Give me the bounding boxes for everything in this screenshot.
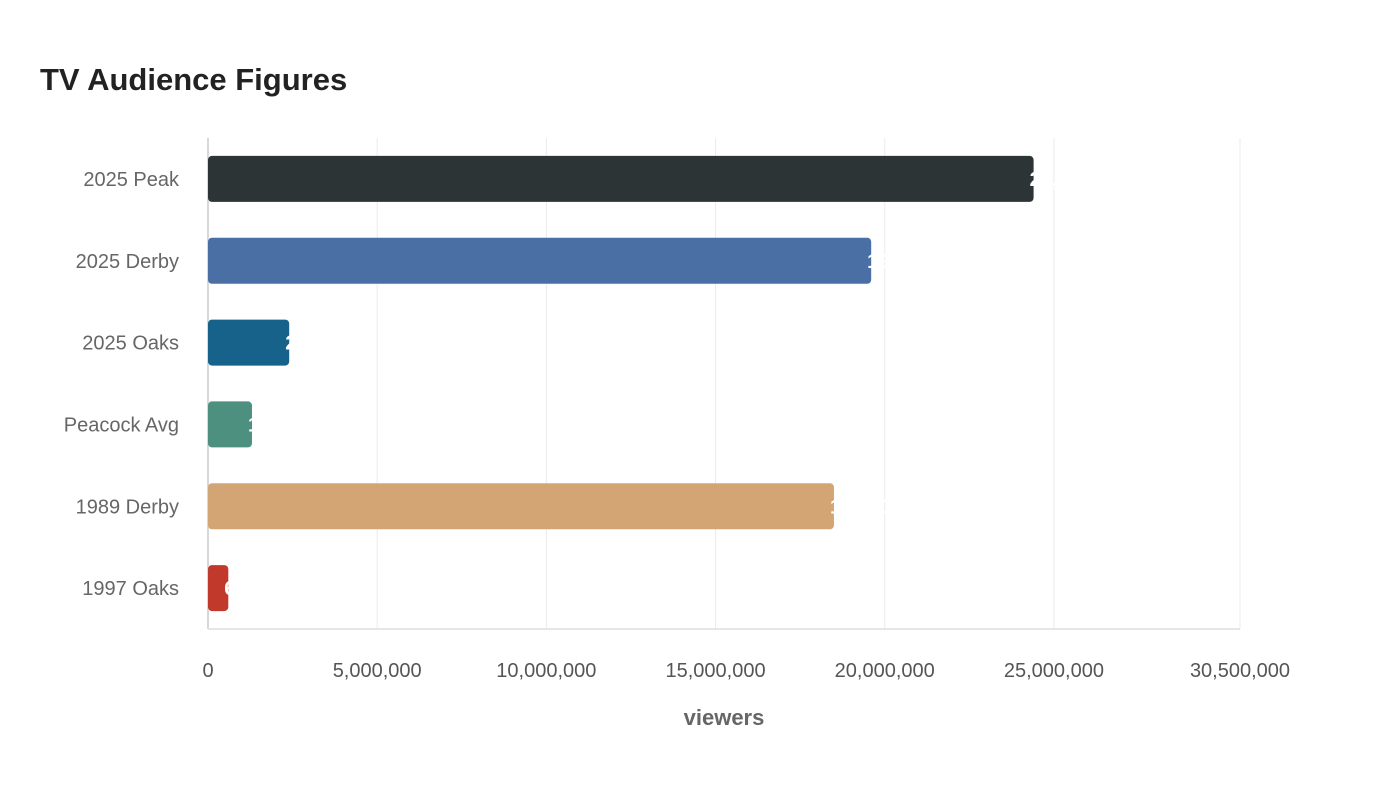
- bars: [208, 155, 1034, 612]
- x-tick-label: 25,000,000: [1004, 660, 1104, 682]
- x-tick-label: 0: [202, 660, 213, 682]
- grid-lines: [376, 138, 1241, 629]
- x-tick-labels: 0 5,000,000 10,000,000 15,000,000 20,000,000…: [202, 660, 1290, 682]
- value-label: 1,300,000: [248, 414, 337, 436]
- bar: [208, 565, 229, 612]
- bar: [208, 155, 1034, 202]
- bar: [208, 401, 252, 448]
- x-axis-title: viewers: [684, 705, 765, 730]
- category-labels: 2025 Peak 2025 Derby 2025 Oaks Peacock Avg 1…: [64, 169, 180, 600]
- category-label: 2025 Derby: [76, 251, 179, 273]
- category-label: 2025 Oaks: [82, 333, 179, 355]
- value-label: 600,000: [224, 578, 296, 600]
- value-labels: 24,400,000 19,600,000 2,400,000 1,300,000 18…: [224, 169, 1129, 600]
- value-label: 2,400,000: [285, 333, 374, 355]
- x-tick-label: 15,000,000: [665, 660, 765, 682]
- axes: [207, 138, 1240, 630]
- category-label: Peacock Avg: [64, 414, 179, 436]
- value-label: 18,500,000: [830, 496, 930, 518]
- x-tick-label: 10,000,000: [496, 660, 596, 682]
- category-label: 1989 Derby: [76, 496, 179, 518]
- value-label: 19,600,000: [867, 251, 967, 273]
- category-label: 1997 Oaks: [82, 578, 179, 600]
- x-tick-label: 20,000,000: [835, 660, 935, 682]
- bar: [208, 483, 834, 530]
- value-label: 24,400,000: [1030, 169, 1130, 191]
- bar: [208, 319, 290, 366]
- x-tick-label: 5,000,000: [333, 660, 422, 682]
- bar: [208, 237, 872, 284]
- x-tick-label: 30,500,000: [1190, 660, 1290, 682]
- category-label: 2025 Peak: [83, 169, 180, 191]
- chart-title: TV Audience Figures: [40, 62, 348, 97]
